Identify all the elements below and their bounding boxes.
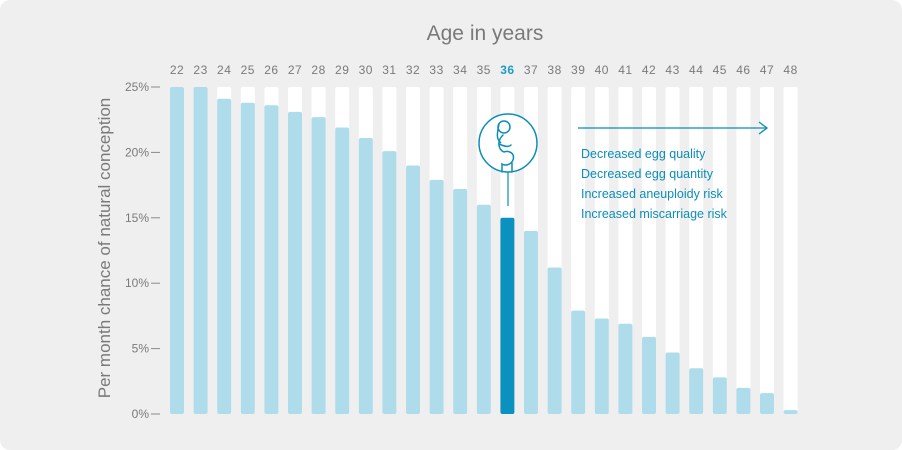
bar bbox=[358, 138, 373, 414]
bar bbox=[665, 352, 680, 414]
x-tick-label: 22 bbox=[170, 63, 184, 77]
bar bbox=[193, 87, 208, 414]
bars bbox=[170, 87, 798, 415]
x-tick-label: 47 bbox=[760, 63, 774, 77]
x-tick-label: 41 bbox=[618, 63, 632, 77]
bar bbox=[689, 368, 704, 414]
bar-track bbox=[760, 87, 774, 414]
x-tick-label: 40 bbox=[595, 63, 609, 77]
bar bbox=[453, 189, 468, 414]
x-tick-label: 38 bbox=[547, 63, 561, 77]
bar-track bbox=[783, 87, 798, 414]
bar bbox=[170, 87, 184, 414]
bar bbox=[760, 393, 774, 414]
bar bbox=[288, 111, 302, 415]
bar bbox=[524, 230, 538, 414]
x-tick-label: 25 bbox=[241, 63, 255, 77]
x-tick-label: 24 bbox=[217, 63, 231, 77]
bar bbox=[335, 127, 350, 414]
bar bbox=[382, 151, 397, 415]
x-tick-label: 35 bbox=[477, 63, 491, 77]
bar-track bbox=[642, 87, 656, 414]
x-tick-label: 39 bbox=[571, 63, 585, 77]
bar bbox=[594, 318, 609, 414]
pregnant-woman-icon bbox=[478, 113, 538, 206]
bar-track bbox=[689, 87, 704, 414]
y-tick-label: 25% bbox=[125, 80, 149, 94]
x-tick-label: 33 bbox=[429, 63, 443, 77]
annotation-miscarriage-risk: Increased miscarriage risk bbox=[581, 207, 728, 221]
bar bbox=[712, 377, 727, 414]
x-tick-label: 43 bbox=[665, 63, 679, 77]
arrow-right-icon bbox=[578, 121, 769, 135]
x-tick-label: 27 bbox=[288, 63, 302, 77]
bar bbox=[618, 323, 633, 414]
annotation-aneuploidy-risk: Increased aneuploidy risk bbox=[581, 187, 723, 201]
bar bbox=[736, 387, 751, 414]
x-tick-label: 37 bbox=[524, 63, 538, 77]
annotation-egg-quantity: Decreased egg quantity bbox=[581, 167, 714, 181]
x-tick-label: 46 bbox=[736, 63, 750, 77]
x-tick-label: 48 bbox=[783, 63, 797, 77]
y-tick-label: 5% bbox=[132, 342, 150, 356]
bar bbox=[217, 98, 232, 414]
y-tick-label: 0% bbox=[132, 407, 150, 421]
bar bbox=[571, 310, 586, 414]
bar bbox=[642, 336, 656, 414]
annotation-list: Decreased egg quality Decreased egg quan… bbox=[581, 147, 728, 221]
bar-track bbox=[712, 87, 727, 414]
bar bbox=[783, 410, 798, 414]
x-tick-label: 23 bbox=[193, 63, 207, 77]
x-tick-label: 30 bbox=[359, 63, 373, 77]
bar bbox=[311, 117, 326, 415]
bar bbox=[429, 179, 444, 414]
x-tick-label: 44 bbox=[689, 63, 703, 77]
x-tick-label: 42 bbox=[642, 63, 656, 77]
bar bbox=[547, 267, 562, 414]
annotation-egg-quality: Decreased egg quality bbox=[581, 147, 706, 161]
y-axis: 0% 5% 10% 15% 20% 25% bbox=[125, 80, 160, 421]
bar bbox=[406, 165, 420, 414]
x-tick-label: 34 bbox=[453, 63, 467, 77]
bar bbox=[240, 102, 255, 415]
x-tick-label: 32 bbox=[406, 63, 420, 77]
bar-track bbox=[736, 87, 751, 414]
bar bbox=[476, 204, 491, 414]
x-tick-label: 26 bbox=[264, 63, 278, 77]
y-tick-label: 20% bbox=[125, 145, 149, 159]
x-tick-label: 31 bbox=[382, 63, 396, 77]
x-tick-label: 45 bbox=[713, 63, 727, 77]
y-axis-label: Per month chance of natural conception bbox=[95, 98, 114, 399]
x-tick-label: 28 bbox=[311, 63, 325, 77]
y-tick-label: 15% bbox=[125, 211, 149, 225]
bar bbox=[264, 105, 279, 414]
x-axis-labels: 22 23 24 25 26 27 28 29 30 31 32 33 34 35 36 37 38 39 40 41… bbox=[170, 63, 797, 77]
bar-track bbox=[665, 87, 680, 414]
y-tick-label: 10% bbox=[125, 276, 149, 290]
x-tick-label: 29 bbox=[335, 63, 349, 77]
chart-title: Age in years bbox=[427, 22, 544, 45]
x-tick-label: 36 bbox=[500, 63, 514, 77]
bar-highlight bbox=[500, 217, 515, 414]
